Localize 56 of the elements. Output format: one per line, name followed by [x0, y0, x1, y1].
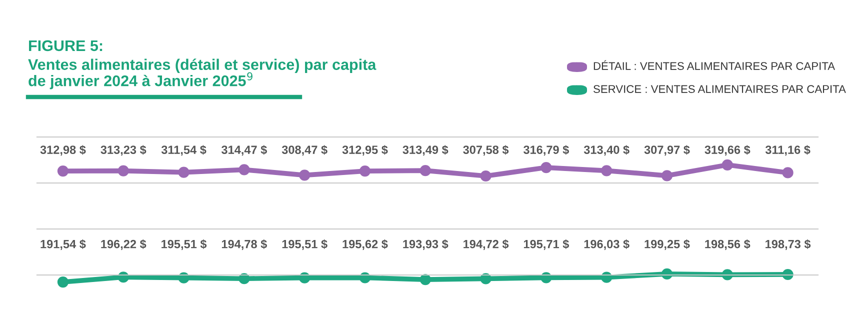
point — [118, 165, 129, 176]
data-label: 194,72 $ — [464, 239, 509, 250]
point — [420, 165, 431, 176]
data-label: 198,56 $ — [705, 239, 750, 250]
data-label: 195,71 $ — [524, 239, 570, 250]
data-label: 191,54 $ — [40, 239, 86, 250]
data-label: 312,95 $ — [342, 145, 388, 156]
chart-subtitle: Ventes alimentaires (détail et service) par capita de janvier 2024 à Janvier 2025$^{9}$ — [28, 58, 376, 90]
data-label: 316,79 $ — [523, 145, 570, 156]
point — [782, 268, 794, 280]
point — [480, 273, 492, 284]
point — [57, 276, 69, 288]
point — [238, 164, 250, 176]
point — [238, 273, 250, 284]
point — [299, 170, 310, 181]
point — [722, 159, 733, 170]
data-label: 308,47 $ — [282, 145, 328, 156]
point — [359, 166, 371, 177]
data-label: 195,51 $ — [162, 239, 207, 250]
data-label: 313,40 $ — [584, 145, 630, 156]
data-label: 195,62 $ — [342, 239, 388, 250]
point — [540, 272, 552, 284]
point — [661, 268, 673, 280]
data-label: 195,51 $ — [282, 239, 328, 250]
point — [782, 167, 794, 178]
data-label: 307,97 $ — [644, 145, 690, 156]
data-label: 193,93 $ — [403, 239, 448, 250]
chart-title: FIGURE 5: — [29, 40, 102, 52]
data-label: 196,03 $ — [584, 239, 630, 250]
point — [601, 165, 612, 176]
data-label: 196,22 $ — [101, 239, 146, 250]
point — [661, 170, 673, 182]
point — [299, 272, 310, 284]
data-label: 313,49 $ — [402, 145, 448, 156]
legend-label: SERVICE : VENTES ALIMENTAIRES PAR CAPITA — [594, 85, 846, 93]
point — [601, 272, 612, 283]
data-label: 312,98 $ — [40, 145, 86, 156]
point — [480, 170, 492, 182]
point — [178, 272, 190, 284]
data-label: 313,23 $ — [100, 145, 146, 156]
data-label: 199,25 $ — [644, 239, 690, 250]
point — [420, 274, 431, 286]
legend-label: DÉTAIL : VENTES ALIMENTAIRES PAR CAPITA — [594, 60, 836, 70]
data-label: 307,58 $ — [463, 145, 509, 156]
data-label: 198,73 $ — [766, 239, 811, 250]
point — [540, 162, 552, 174]
data-label: 194,78 $ — [222, 239, 267, 250]
point — [57, 165, 69, 177]
point — [118, 272, 129, 283]
point — [359, 272, 371, 284]
data-label: 314,47 $ — [221, 145, 267, 156]
data-label: 311,16 $ — [765, 145, 810, 156]
data-label: 311,54 $ — [161, 145, 206, 156]
data-label: 319,66 $ — [704, 145, 750, 156]
point — [178, 166, 190, 178]
point — [722, 269, 733, 280]
